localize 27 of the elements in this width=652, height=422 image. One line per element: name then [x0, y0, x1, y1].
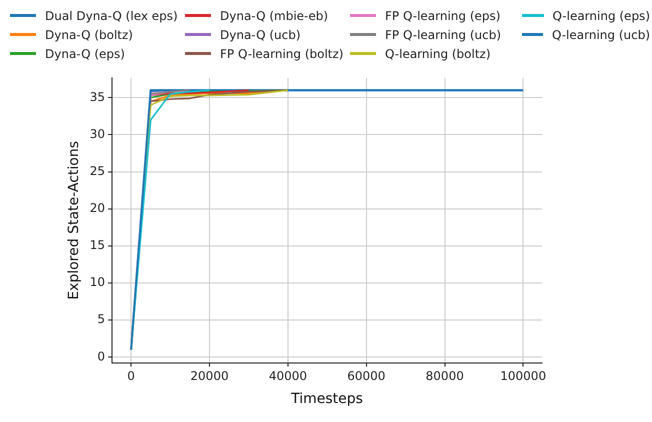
y-tick-label: 30 [90, 126, 106, 141]
legend-label: Q-learning (boltz) [385, 46, 491, 60]
legend-label: Dyna-Q (ucb) [220, 28, 301, 42]
x-tick-label: 60000 [347, 369, 386, 384]
y-tick-label: 35 [90, 90, 106, 104]
legend-label: Dyna-Q (boltz) [45, 28, 133, 42]
legend-label: FP Q-learning (ucb) [385, 28, 502, 42]
y-tick-label: 20 [90, 200, 106, 215]
legend-label: Q-learning (ucb) [552, 28, 650, 42]
legend-label: FP Q-learning (eps) [385, 8, 500, 22]
legend-label: Dyna-Q (eps) [45, 46, 125, 60]
x-tick-label: 40000 [268, 369, 308, 384]
x-tick-label: 20000 [190, 369, 229, 384]
y-tick-label: 5 [97, 312, 106, 326]
legend-label: FP Q-learning (boltz) [220, 46, 344, 60]
x-tick-label: 0 [127, 369, 135, 384]
y-tick-label: 0 [97, 349, 106, 364]
legend-label: Dual Dyna-Q (lex eps) [45, 8, 178, 22]
x-tick-label: 80000 [426, 369, 464, 384]
legend-label: Dyna-Q (mbie-eb) [220, 8, 328, 22]
legend-label: Q-learning (eps) [552, 8, 650, 22]
y-tick-label: 15 [90, 238, 106, 252]
y-axis-title: Explored State-Actions [66, 140, 82, 300]
y-tick-label: 25 [90, 164, 106, 178]
x-axis-title: Timesteps [290, 391, 363, 408]
x-tick-label: 100000 [500, 369, 546, 384]
y-tick-label: 10 [90, 275, 106, 290]
